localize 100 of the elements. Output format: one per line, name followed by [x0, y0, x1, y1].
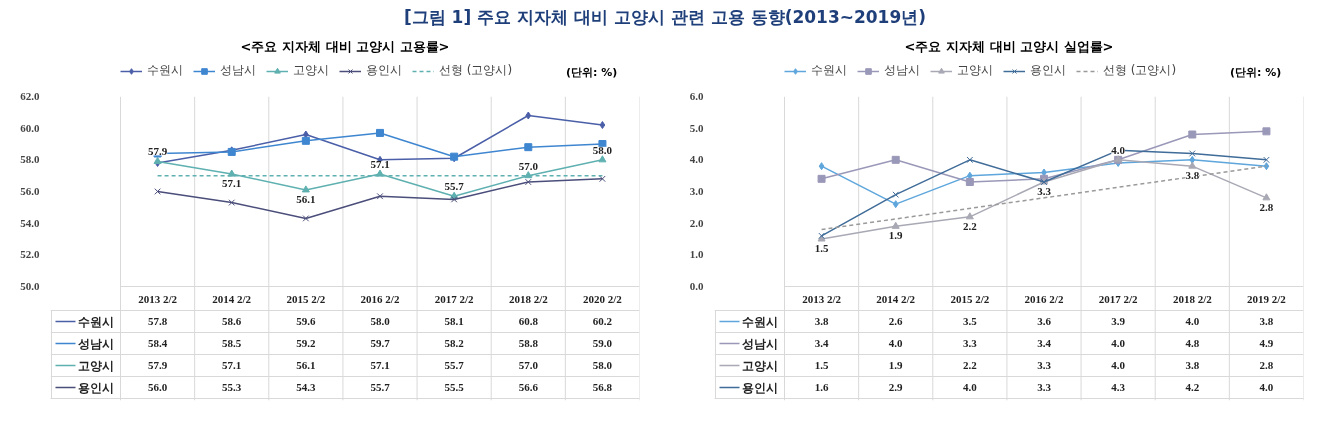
text: 55.7 — [444, 180, 464, 193]
text: 고양시 — [77, 358, 114, 373]
x-tick-label: 2015 2/2 — [286, 292, 326, 305]
data-label: 4.0 — [962, 381, 978, 393]
data-label: 57.0 — [518, 359, 539, 371]
text: 57.1 — [222, 177, 242, 190]
text: 57.9 — [147, 145, 168, 158]
data-label: 4.0 — [1111, 337, 1126, 349]
data-label: 59.7 — [370, 337, 391, 349]
data-label: 3.3 — [962, 337, 978, 349]
text: 57.1 — [370, 158, 390, 171]
text: 56.1 — [296, 192, 316, 205]
data-label: 4.0 — [888, 337, 904, 349]
data-label: 58.0 — [592, 359, 613, 371]
legend-label: 용인시 — [366, 62, 402, 79]
text: 3.8 — [1185, 169, 1200, 182]
text: 1.9 — [888, 229, 903, 242]
data-label: 2.9 — [888, 381, 904, 393]
text: 58.0 — [592, 143, 613, 156]
text: 고양시 — [741, 358, 778, 373]
data-label: 3.8 — [1259, 315, 1274, 327]
text: 2.2 — [962, 219, 977, 232]
text: 성남시 — [77, 336, 114, 351]
x-tick-label: 2015 2/2 — [950, 292, 990, 305]
text: 수원시 — [741, 314, 778, 329]
data-label: 56.1 — [296, 359, 316, 371]
data-label: 4.8 — [1185, 337, 1200, 349]
x-tick-label: 2017 2/2 — [434, 292, 475, 305]
data-label: 57.1 — [222, 359, 242, 371]
data-label: 59.2 — [296, 337, 316, 349]
data-label: 3.5 — [962, 315, 978, 327]
legend-label: 수원시 — [811, 62, 847, 79]
data-label: 1.6 — [814, 381, 829, 393]
x-tick-label: 2013 2/2 — [138, 292, 178, 305]
data-label: 57.9 — [147, 359, 168, 371]
text: 용인시 — [741, 380, 778, 395]
legend-label: 고양시 — [293, 62, 329, 79]
data-label: 57.1 — [370, 359, 390, 371]
legend-label: 고양시 — [957, 62, 993, 79]
data-label: 58.6 — [222, 315, 242, 327]
y-tick-label: 62.0 — [20, 90, 40, 102]
data-label: 60.2 — [592, 315, 613, 327]
data-label: 59.6 — [296, 315, 316, 327]
legend-label: 성남시 — [884, 62, 920, 79]
data-label: 58.8 — [518, 337, 539, 349]
data-label: 55.7 — [444, 359, 465, 371]
data-label: 55.3 — [222, 381, 242, 393]
data-label: 58.1 — [444, 315, 464, 327]
data-label: 3.3 — [1037, 381, 1052, 393]
data-label: 2.2 — [962, 359, 978, 371]
data-label: 60.8 — [518, 315, 539, 327]
x-tick-label: 2017 2/2 — [1098, 292, 1139, 305]
data-label: 56.6 — [518, 381, 539, 393]
data-label: 56.8 — [592, 381, 613, 393]
data-label: 59.0 — [592, 337, 613, 349]
text: [그림 1] 주요 지자체 대비 고양시 관련 고용 동향(2013~2019년) — [403, 6, 927, 29]
x-tick-label: 2018 2/2 — [1172, 292, 1213, 305]
data-label: 4.0 — [1185, 315, 1200, 327]
text: 4.0 — [1111, 143, 1126, 156]
legend-label: 선형 (고양시) — [1103, 62, 1177, 79]
x-tick-label: 2014 2/2 — [212, 292, 252, 305]
data-label: 4.0 — [1259, 381, 1274, 393]
data-label: 3.6 — [1037, 315, 1052, 327]
data-label: 3.4 — [814, 337, 829, 349]
y-tick-label: 58.0 — [20, 153, 40, 166]
x-tick-label: 2013 2/2 — [802, 292, 842, 305]
text: 수원시 — [77, 314, 114, 329]
data-label: 58.4 — [147, 337, 168, 349]
text: 1.5 — [814, 242, 829, 254]
data-label: 1.5 — [814, 359, 829, 371]
data-label: 55.5 — [444, 381, 465, 393]
text: 3.3 — [1037, 185, 1051, 197]
data-label: 4.9 — [1259, 337, 1274, 349]
y-tick-label: 60.0 — [20, 121, 40, 134]
x-tick-label: 2018 2/2 — [508, 292, 549, 305]
y-tick-label: 1.0 — [689, 248, 704, 261]
y-tick-label: 3.0 — [689, 185, 704, 197]
text: 57.0 — [518, 159, 538, 172]
data-label: 54.3 — [296, 381, 316, 393]
data-label: 4.3 — [1111, 381, 1126, 393]
y-tick-label: 4.0 — [689, 153, 704, 166]
data-label: 57.8 — [147, 315, 168, 327]
data-label: 2.6 — [888, 315, 904, 327]
x-tick-label: 2014 2/2 — [876, 292, 916, 305]
data-label: 3.8 — [1185, 359, 1200, 371]
data-label: 58.5 — [222, 337, 242, 349]
text: (단위: %) — [1230, 66, 1282, 79]
text: 용인시 — [77, 380, 114, 395]
x-tick-label: 2016 2/2 — [360, 292, 400, 305]
data-label: 58.0 — [370, 315, 391, 327]
x-tick-label: 2020 2/2 — [583, 292, 623, 305]
y-tick-label: 50.0 — [20, 280, 40, 292]
chart-title: <주요 지자체 대비 고양시 실업률> — [904, 38, 1114, 54]
y-tick-label: 5.0 — [689, 121, 704, 134]
data-label: 3.8 — [814, 315, 829, 327]
data-label: 2.8 — [1259, 359, 1274, 371]
x-tick-label: 2016 2/2 — [1024, 292, 1064, 305]
y-tick-label: 0.0 — [689, 280, 704, 292]
data-label: 3.4 — [1037, 337, 1052, 349]
data-label: 3.9 — [1111, 315, 1126, 327]
